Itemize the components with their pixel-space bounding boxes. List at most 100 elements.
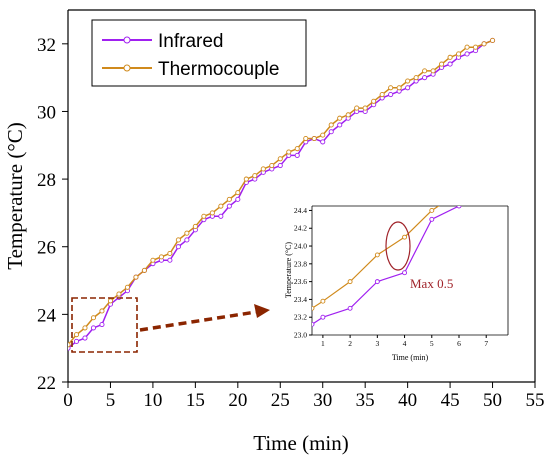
data-point-thermocouple (68, 342, 71, 348)
data-point-thermocouple (286, 149, 292, 155)
data-point-thermocouple (337, 115, 343, 121)
data-point-thermocouple (354, 105, 360, 111)
y-tick-label: 32 (37, 35, 56, 56)
x-tick-label: 0 (63, 390, 73, 411)
inset-x-tick-label: 6 (457, 339, 461, 348)
inset-y-tick-label: 23.0 (294, 331, 307, 340)
data-point-infrared (82, 335, 88, 341)
data-point-thermocouple (379, 92, 385, 98)
inset-data-point-infrared (402, 270, 408, 276)
y-tick-label: 26 (37, 238, 56, 259)
data-point-infrared (167, 257, 173, 263)
main-series (68, 37, 496, 351)
data-point-infrared (226, 203, 232, 209)
inset-series-line-infrared (312, 206, 461, 325)
inset-data-point-infrared (456, 206, 462, 209)
data-point-thermocouple (303, 135, 309, 142)
y-axis-title: Temperature (°C) (3, 122, 27, 269)
data-point-thermocouple (473, 44, 479, 50)
inset-y-tick-label: 23.2 (294, 313, 307, 322)
data-point-thermocouple (107, 298, 113, 304)
zoom-arrow-line (139, 310, 257, 332)
legend-thermocouple-marker (123, 64, 131, 72)
inset-data-point-thermocouple (374, 252, 380, 258)
x-tick-label: 15 (186, 390, 205, 411)
data-point-infrared (175, 244, 181, 250)
inset-x-tick-label: 4 (403, 339, 407, 348)
data-point-infrared (73, 338, 80, 344)
zoom-marker (71, 297, 270, 353)
max-difference-label: Max 0.5 (410, 276, 453, 291)
data-point-thermocouple (73, 332, 80, 338)
data-point-infrared (388, 92, 394, 98)
data-point-thermocouple (481, 41, 487, 47)
inset-ticks: 1 2 3 4 5 6 7 23.0 23.2 23.4 23.6 23.8 24.0 24.2 24.4 (294, 206, 488, 348)
data-point-infrared (320, 139, 326, 145)
inset-data-point-infrared (374, 279, 380, 285)
inset-x-tick-label: 3 (375, 339, 379, 348)
data-point-infrared (90, 325, 97, 331)
legend-box (91, 19, 307, 87)
inset-y-tick-label: 23.6 (294, 277, 307, 286)
data-point-thermocouple (447, 54, 453, 60)
data-point-thermocouple (158, 254, 164, 260)
x-tick-label: 5 (106, 390, 116, 411)
inset-data-point-thermocouple (347, 279, 353, 285)
inset-data-point-infrared (465, 200, 469, 204)
inset-x-tick-label: 5 (430, 339, 434, 348)
data-point-thermocouple (405, 78, 411, 84)
data-point-thermocouple (489, 37, 496, 43)
y-tick-label: 22 (37, 373, 56, 394)
x-tick-label: 25 (271, 390, 290, 411)
data-point-thermocouple (175, 237, 181, 243)
data-point-thermocouple (141, 267, 147, 273)
data-point-thermocouple (439, 61, 445, 67)
inset-y-tick-label: 24.0 (294, 242, 307, 251)
inset-background (312, 206, 508, 335)
data-point-thermocouple (218, 203, 224, 209)
data-point-thermocouple (124, 284, 130, 290)
data-point-thermocouple (320, 132, 326, 138)
inset-data-point-thermocouple (320, 298, 326, 304)
data-point-thermocouple (243, 176, 249, 182)
x-tick-label: 40 (398, 390, 417, 411)
data-point-thermocouple (345, 112, 351, 118)
data-point-infrared (337, 122, 343, 128)
data-point-thermocouple (99, 308, 105, 314)
inset-y-tick-label: 23.4 (294, 295, 307, 304)
data-point-thermocouple (456, 51, 462, 57)
data-point-thermocouple (201, 213, 207, 219)
data-point-infrared (405, 85, 411, 91)
inset-y-tick-label: 24.2 (294, 224, 307, 233)
data-point-infrared (99, 321, 105, 328)
data-point-thermocouple (150, 257, 156, 263)
data-point-thermocouple (294, 146, 300, 152)
inset-data-point-infrared (429, 216, 435, 222)
inset-series (312, 200, 469, 327)
data-point-thermocouple (167, 250, 173, 257)
inset-data-point-thermocouple (443, 200, 447, 204)
data-point-infrared (447, 61, 453, 67)
inset-x-tick-label: 1 (321, 339, 325, 348)
legend-infrared-label: Infrared (158, 31, 223, 52)
data-point-thermocouple (90, 315, 97, 321)
data-point-thermocouple (133, 274, 139, 280)
legend-thermocouple-label: Thermocouple (158, 59, 279, 80)
inset-x-tick-label: 7 (484, 339, 488, 348)
inset-y-tick-label: 23.8 (294, 259, 307, 268)
data-point-thermocouple (422, 68, 428, 74)
data-point-infrared (294, 152, 300, 158)
y-tick-label: 30 (37, 102, 56, 123)
data-point-thermocouple (260, 166, 266, 172)
data-point-infrared (464, 51, 470, 57)
inset-data-point-thermocouple (312, 305, 315, 311)
data-point-thermocouple (430, 68, 436, 74)
inset-x-tick-label: 2 (348, 339, 352, 348)
x-tick-label: 35 (356, 390, 375, 411)
zoom-region-box (71, 297, 138, 353)
data-point-infrared (235, 196, 241, 202)
data-point-thermocouple (328, 122, 334, 128)
